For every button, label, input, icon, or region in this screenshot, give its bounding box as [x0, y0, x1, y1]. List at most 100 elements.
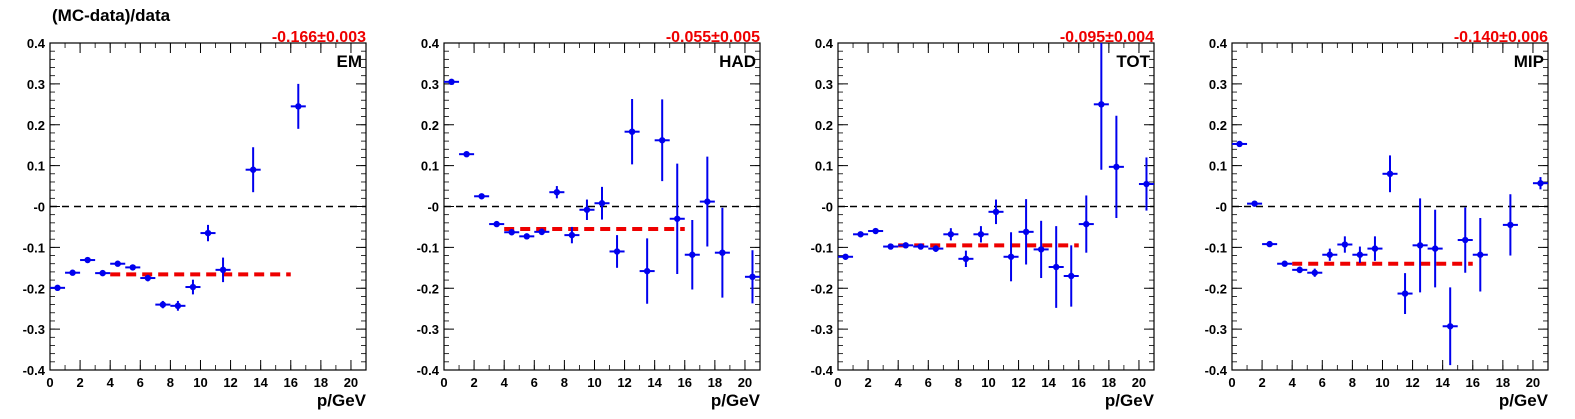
x-tick-label: 6 [1319, 375, 1326, 390]
fit-value-label: -0.095±0.004 [1060, 29, 1154, 46]
data-point [1138, 157, 1154, 211]
point-marker [992, 208, 1000, 216]
panel-em: 0.4 0.3 0.2 0.1 -0 -0.1 -0.2 -0.3 -0.40 2 4 6 8 10 12 1… [23, 29, 367, 410]
x-tick-label: 0 [46, 375, 53, 390]
data-point [65, 269, 81, 276]
data-point [594, 186, 610, 220]
point-marker [1462, 236, 1469, 244]
point-marker [1537, 180, 1544, 187]
point-marker [295, 103, 302, 110]
data-point [290, 83, 306, 129]
y-tick-label: -0.3 [417, 322, 439, 337]
data-point [1277, 260, 1293, 267]
point-marker [1356, 251, 1364, 258]
y-tick-label: -0 [821, 200, 833, 215]
y-tick-label: -0.2 [811, 281, 833, 296]
point-marker [249, 166, 257, 173]
y-tick-label: 0.2 [421, 118, 439, 133]
data-point [549, 186, 565, 199]
data-point [609, 235, 625, 268]
x-tick-label: 16 [1072, 375, 1086, 390]
data-point [1367, 236, 1383, 261]
data-point [1472, 217, 1488, 292]
x-tick-label: 8 [1349, 375, 1356, 390]
data-point [1003, 232, 1019, 282]
y-tick-label: 0.2 [27, 118, 45, 133]
point-marker [54, 284, 61, 292]
data-point [1093, 43, 1109, 170]
point-marker [1311, 269, 1318, 276]
panel-label: TOT [1116, 52, 1150, 71]
data-point [459, 150, 475, 158]
y-tick-label: -0.1 [417, 240, 439, 255]
point-marker [947, 231, 955, 238]
data-series [50, 83, 306, 311]
y-tick-label: 0.4 [1209, 36, 1228, 51]
data-point [80, 256, 96, 264]
point-marker [159, 301, 167, 308]
x-tick-label: 16 [1466, 375, 1480, 390]
data-point [489, 220, 505, 228]
point-marker [1022, 228, 1030, 236]
data-point [519, 233, 535, 240]
data-point [245, 147, 261, 193]
x-tick-label: 8 [167, 375, 174, 390]
x-tick-label: 4 [895, 375, 903, 390]
x-tick-label: 20 [344, 375, 358, 390]
data-point [654, 99, 670, 182]
y-tick-label: -0.4 [23, 363, 46, 378]
point-marker [1371, 245, 1379, 252]
point-marker [1507, 221, 1514, 229]
point-marker [448, 78, 455, 86]
data-point [1262, 240, 1278, 248]
data-point [1078, 195, 1094, 253]
point-marker [1083, 220, 1090, 228]
y-tick-label: -0.3 [811, 322, 833, 337]
point-marker [674, 215, 681, 222]
point-marker [932, 245, 940, 252]
point-marker [902, 242, 909, 249]
x-tick-label: 18 [1102, 375, 1116, 390]
x-tick-label: 10 [193, 375, 207, 390]
panel-label: HAD [719, 52, 756, 71]
data-point [200, 224, 216, 242]
x-axis-label: p/GeV [1105, 391, 1155, 410]
point-marker [583, 206, 591, 213]
y-tick-label: -0 [1215, 200, 1227, 215]
point-marker [84, 256, 91, 264]
point-marker [99, 269, 106, 277]
point-marker [1251, 200, 1258, 207]
x-tick-label: 20 [738, 375, 752, 390]
y-tick-label: 0.1 [27, 159, 45, 174]
point-marker [1007, 253, 1015, 260]
point-marker [872, 227, 879, 235]
point-marker [1068, 272, 1075, 280]
data-point [1532, 177, 1548, 190]
x-tick-label: 6 [531, 375, 538, 390]
point-marker [613, 248, 621, 255]
x-tick-label: 16 [678, 375, 692, 390]
x-tick-label: 8 [561, 375, 568, 390]
data-point [1063, 245, 1079, 307]
y-tick-label: 0.3 [27, 77, 45, 92]
y-tick-label: 0.3 [421, 77, 439, 92]
data-point [155, 300, 171, 309]
point-marker [1281, 260, 1288, 267]
y-tick-label: 0.1 [815, 159, 833, 174]
x-axis-label: p/GeV [1499, 391, 1549, 410]
data-point [1292, 266, 1308, 274]
data-point [928, 245, 944, 252]
point-marker [917, 243, 924, 250]
x-tick-label: 2 [76, 375, 83, 390]
data-point [1457, 207, 1473, 273]
panel-mip: 0.4 0.3 0.2 0.1 -0 -0.1 -0.2 -0.3 -0.40 2 4 6 8 10 12 1… [1205, 29, 1549, 410]
data-point [868, 227, 884, 235]
data-point [1442, 287, 1458, 366]
point-marker [1386, 170, 1394, 177]
point-marker [1143, 180, 1150, 188]
y-tick-label: 0.3 [815, 77, 833, 92]
x-tick-label: 14 [647, 375, 662, 390]
x-tick-label: 6 [137, 375, 144, 390]
data-point [444, 78, 460, 86]
